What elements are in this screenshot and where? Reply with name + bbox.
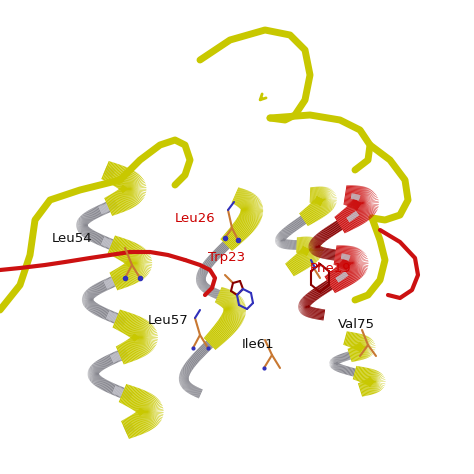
Text: Phe19: Phe19	[310, 262, 352, 274]
Text: Leu26: Leu26	[175, 211, 216, 225]
Text: Ile61: Ile61	[242, 338, 274, 352]
Text: Leu57: Leu57	[148, 313, 189, 327]
Text: Trp23: Trp23	[208, 252, 245, 264]
Text: Leu54: Leu54	[52, 231, 92, 245]
Text: Val75: Val75	[338, 319, 375, 331]
